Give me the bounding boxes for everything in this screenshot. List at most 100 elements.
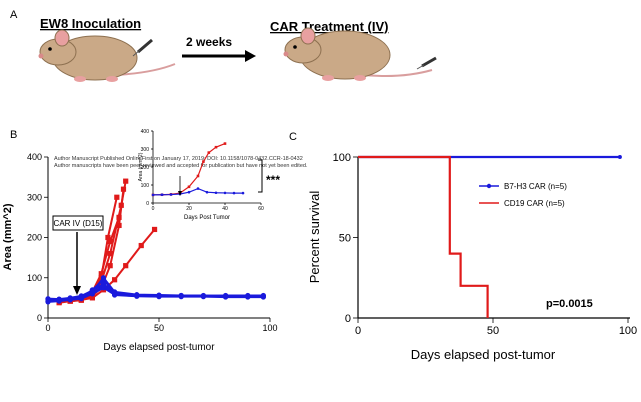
main-point: [56, 297, 62, 303]
main-point: [107, 263, 113, 269]
main-xtick-label: 100: [262, 323, 277, 333]
main-series-line: [59, 189, 125, 303]
inset-ytick-label: 200: [141, 165, 150, 171]
surv-ytick-label: 100: [333, 152, 351, 164]
inset-series: [151, 142, 245, 197]
surv-xtick-label: 0: [355, 325, 361, 337]
inset-point: [223, 142, 227, 145]
mouse-right-illustration: [283, 27, 433, 81]
main-point: [156, 294, 162, 300]
inset-point: [205, 190, 209, 194]
main-point: [67, 296, 73, 302]
mouse-left-illustration: [38, 29, 176, 82]
main-point: [98, 271, 104, 277]
inset-point: [160, 193, 164, 197]
pvalue-label: p=0.0015: [546, 298, 593, 310]
panel-c-ylabel: Percent survival: [307, 191, 322, 284]
legend-label-cd19: CD19 CAR (n=5): [504, 199, 565, 208]
syringe-right-icon: [416, 56, 437, 70]
inset-xtick-label: 20: [186, 206, 192, 212]
main-point: [151, 226, 158, 233]
surv-series-line: [358, 155, 489, 318]
main-point: [114, 194, 120, 200]
main-ytick-label: 400: [27, 152, 42, 162]
main-point: [118, 202, 124, 208]
inset-point: [202, 160, 205, 163]
main-point: [107, 238, 113, 245]
main-point: [200, 294, 206, 300]
inset-xtick-label: 0: [152, 206, 155, 212]
panel-b-inset-plot: 0 20 40 60 0 100 200 300 400 Area (mm^2) Days Po…: [138, 129, 280, 221]
inset-point: [214, 191, 218, 195]
legend-label-b7h3: B7-H3 CAR (n=5): [504, 182, 567, 191]
two-weeks-arrow: [182, 50, 256, 62]
inset-ticks: 0 20 40 60 0 100 200 300 400: [141, 129, 264, 212]
inset-ytick-label: 100: [141, 183, 150, 189]
car-iv-box: [52, 215, 104, 231]
inset-point: [151, 193, 155, 197]
inset-ytick-label: 400: [141, 129, 150, 135]
inset-series-0: [151, 142, 227, 197]
significance-stars: ***: [266, 173, 280, 187]
panel-c-axes: [357, 157, 630, 319]
main-point: [100, 283, 107, 289]
surv-ytick-label: 50: [339, 232, 351, 244]
significance-bracket: [258, 159, 263, 193]
car-iv-annotation: CAR IV (D15): [54, 219, 103, 228]
main-point: [78, 295, 84, 301]
main-point: [89, 295, 95, 301]
main-point: [116, 222, 122, 229]
inset-point: [196, 187, 200, 190]
main-point: [245, 294, 251, 300]
syringe-left-icon: [132, 38, 153, 57]
inset-point: [207, 151, 211, 154]
inset-point: [241, 191, 245, 195]
panel-a-left-title: EW8 Inoculation: [40, 16, 141, 31]
legend-marker-b7h3: [486, 183, 492, 189]
main-point: [45, 296, 51, 303]
main-point: [260, 294, 266, 300]
main-point: [105, 234, 111, 241]
main-xtick-label: 50: [154, 323, 164, 333]
inset-point: [187, 185, 191, 189]
panel-a-label: A: [10, 9, 18, 21]
panel-c-xlabel: Days elapsed post-tumor: [411, 347, 556, 362]
main-point: [178, 294, 184, 300]
main-point: [116, 214, 122, 220]
inset-xtick-label: 40: [222, 206, 228, 212]
panel-c-label: C: [289, 131, 297, 143]
car-iv-arrow: [73, 232, 81, 295]
main-ytick-label: 200: [27, 233, 42, 243]
inset-point: [169, 193, 173, 196]
main-ytick-label: 0: [37, 313, 42, 323]
panel-c-ticks: 0 50 100 0 50 100: [333, 152, 638, 337]
panel-b-series: [45, 178, 266, 306]
inset-ytick-label: 0: [146, 201, 149, 207]
main-point: [138, 242, 144, 249]
main-point: [123, 263, 129, 269]
inset-xtick-label: 60: [258, 206, 264, 212]
main-point: [112, 292, 118, 298]
main-point: [134, 293, 140, 299]
inset-arrow: [178, 176, 182, 196]
panel-b-xlabel: Days elapsed post-tumor: [103, 342, 215, 353]
main-point: [107, 251, 113, 257]
surv-series-1: [358, 155, 489, 318]
main-point: [112, 277, 118, 283]
inset-point: [214, 145, 218, 149]
surv-ytick-label: 0: [345, 313, 351, 325]
inset-series-1: [151, 187, 245, 197]
watermark-line-2: Author manuscripts have been peer review…: [54, 163, 308, 169]
main-ytick-label: 100: [27, 273, 42, 283]
main-point: [223, 294, 229, 300]
surv-xtick-label: 100: [619, 325, 637, 337]
main-xtick-label: 0: [45, 323, 50, 333]
main-point: [100, 275, 107, 281]
panel-c-legend: B7-H3 CAR (n=5) CD19 CAR (n=5): [479, 182, 567, 208]
two-weeks-label: 2 weeks: [186, 35, 232, 49]
inset-xlabel: Days Post Tumor: [184, 215, 230, 221]
surv-xtick-label: 50: [487, 325, 499, 337]
